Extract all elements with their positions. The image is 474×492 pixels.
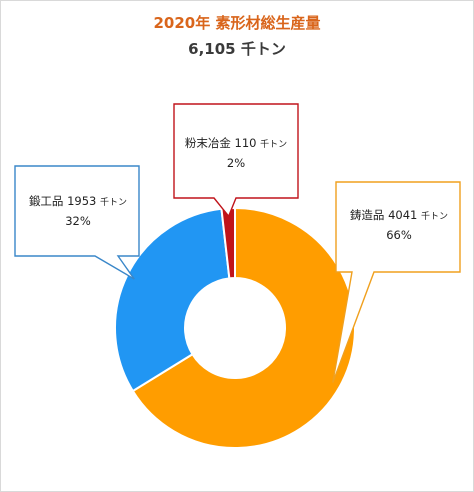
chart-subtitle: 6,105 千トン: [188, 40, 286, 58]
callout-unit: 千トン: [421, 212, 449, 222]
callout-group: [14, 103, 461, 383]
callout-percent: 66%: [386, 228, 412, 242]
slice-casting: [131, 206, 356, 449]
callout-name: 鍛工品: [28, 194, 64, 208]
callout-label-forging: 鍛工品 1953 千トン 32%: [16, 192, 140, 230]
callout-box-forging: [14, 165, 140, 280]
callout-unit: 千トン: [260, 140, 288, 150]
callout-box-powder: [173, 103, 299, 218]
callout-label-casting: 鋳造品 4041 千トン 66%: [337, 206, 461, 244]
callout-value: 110: [234, 136, 257, 150]
chart-title: 2020年 素形材総生産量: [153, 14, 321, 32]
callout-value: 4041: [388, 208, 418, 222]
slice-forging: [114, 207, 231, 393]
callout-name: 鋳造品: [349, 208, 385, 222]
callout-label-powder: 粉末冶金 110 千トン 2%: [175, 134, 297, 172]
callout-value: 1953: [67, 194, 97, 208]
callout-unit: 千トン: [100, 198, 128, 208]
slice-group: [114, 206, 356, 449]
callout-percent: 2%: [226, 156, 246, 170]
callout-percent: 32%: [65, 214, 91, 228]
callout-box-casting: [332, 181, 461, 383]
callout-name: 粉末冶金: [184, 136, 231, 150]
